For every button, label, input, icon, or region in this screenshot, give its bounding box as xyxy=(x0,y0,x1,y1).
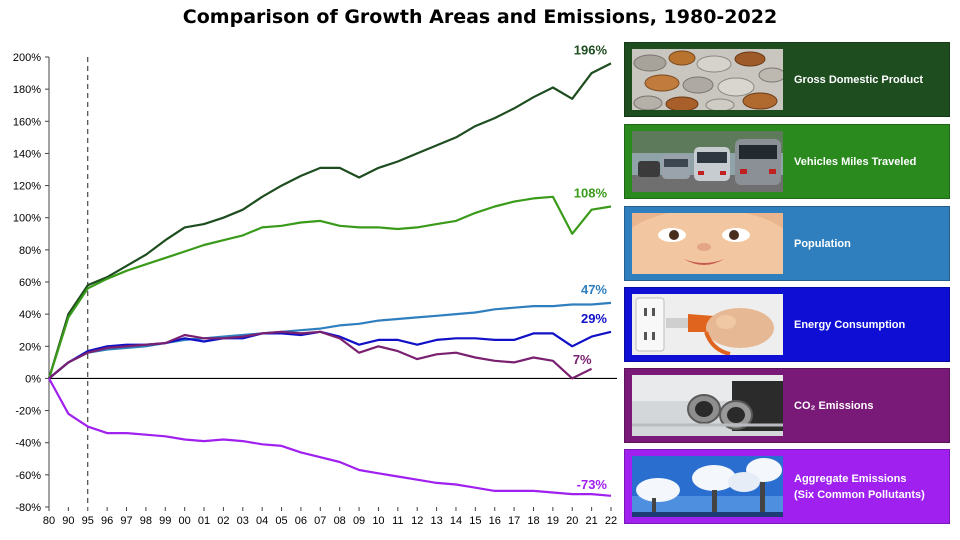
x-tick-label: 98 xyxy=(140,515,152,527)
series-end-label: 196% xyxy=(574,42,608,57)
legend-label-line: Aggregate Emissions xyxy=(794,472,907,485)
x-tick-label: 00 xyxy=(179,515,191,527)
y-tick-label: -80% xyxy=(15,502,41,514)
legend-label-line: CO₂ Emissions xyxy=(794,399,874,412)
legend-label-line: Energy Consumption xyxy=(794,318,906,331)
x-tick-label: 10 xyxy=(372,515,384,527)
x-tick-label: 96 xyxy=(101,515,113,527)
legend-item: CO₂ Emissions xyxy=(624,368,950,443)
legend-label: Aggregate Emissions (Six Common Pollutant… xyxy=(794,450,945,523)
legend-label-line: Gross Domestic Product xyxy=(794,73,923,86)
y-tick-label: 0% xyxy=(25,373,41,385)
x-tick-label: 97 xyxy=(120,515,132,527)
series-end-label: -73% xyxy=(577,477,608,492)
legend-label: Energy Consumption xyxy=(794,288,945,361)
y-tick-label: 60% xyxy=(19,277,41,289)
x-tick-label: 01 xyxy=(198,515,210,527)
y-tick-label: 80% xyxy=(19,245,41,257)
x-tick-label: 21 xyxy=(585,515,597,527)
series-line xyxy=(47,195,612,379)
x-tick-label: 04 xyxy=(256,515,268,527)
y-tick-label: 100% xyxy=(13,213,41,225)
x-tick-label: 08 xyxy=(334,515,346,527)
legend-label: Population xyxy=(794,207,945,280)
plug-photo-icon xyxy=(632,294,783,355)
x-tick-label: 07 xyxy=(314,515,326,527)
legend-item: Vehicles Miles Traveled xyxy=(624,124,950,199)
series-line xyxy=(48,301,612,380)
x-tick-label: 90 xyxy=(62,515,74,527)
x-tick-label: 14 xyxy=(450,515,462,527)
x-tick-label: 22 xyxy=(605,515,617,527)
y-tick-label: 20% xyxy=(19,341,41,353)
x-tick-label: 05 xyxy=(275,515,287,527)
series-end-label: 108% xyxy=(574,185,608,200)
traffic-photo-icon xyxy=(632,131,783,192)
series-end-label: 29% xyxy=(581,311,607,326)
y-tick-label: -40% xyxy=(15,438,41,450)
legend-item: Aggregate Emissions (Six Common Pollutant… xyxy=(624,449,950,524)
legend-label: Gross Domestic Product xyxy=(794,43,945,116)
x-tick-label: 02 xyxy=(217,515,229,527)
legend-label: CO₂ Emissions xyxy=(794,369,945,442)
x-tick-label: 11 xyxy=(392,515,403,527)
baby-photo-icon xyxy=(632,213,783,274)
chart-title: Comparison of Growth Areas and Emissions… xyxy=(182,6,778,28)
x-tick-label: 99 xyxy=(159,515,171,527)
x-tick-label: 80 xyxy=(43,515,55,527)
x-tick-label: 15 xyxy=(469,515,481,527)
exhaust-photo-icon xyxy=(632,375,783,436)
x-tick-label: 17 xyxy=(508,515,520,527)
x-tick-label: 09 xyxy=(353,515,365,527)
y-tick-label: 160% xyxy=(13,116,41,128)
series-line xyxy=(48,330,612,380)
legend-item: Population xyxy=(624,206,950,281)
y-tick-label: 180% xyxy=(13,84,41,96)
series-end-label: 7% xyxy=(573,352,592,367)
x-tick-label: 13 xyxy=(430,515,442,527)
line-chart: 200% 180% 160% 140% 120% 100% 80% 60% 40% 20% 0% -2… xyxy=(13,42,617,527)
x-tick-label: 16 xyxy=(489,515,501,527)
legend-label-line: (Six Common Pollutants) xyxy=(794,488,925,501)
x-tick-label: 19 xyxy=(547,515,559,527)
legend-label-line: Population xyxy=(794,237,851,250)
x-tick-label: 06 xyxy=(295,515,307,527)
coins-photo-icon xyxy=(632,49,783,110)
y-tick-label: -20% xyxy=(15,406,41,418)
series-line xyxy=(48,377,612,497)
y-tick-label: 120% xyxy=(13,181,41,193)
series-line xyxy=(47,62,612,379)
x-tick-label: 12 xyxy=(411,515,423,527)
x-tick-label: 95 xyxy=(82,515,94,527)
x-tick-label: 03 xyxy=(237,515,249,527)
series-line xyxy=(48,330,593,380)
x-tick-label: 18 xyxy=(527,515,539,527)
y-tick-label: -60% xyxy=(15,470,41,482)
legend-label: Vehicles Miles Traveled xyxy=(794,125,945,198)
y-tick-label: 140% xyxy=(13,148,41,160)
legend-item: Energy Consumption xyxy=(624,287,950,362)
x-tick-label: 20 xyxy=(566,515,578,527)
series-end-label: 47% xyxy=(581,282,607,297)
smokestack-photo-icon xyxy=(632,456,783,517)
y-tick-label: 200% xyxy=(13,52,41,64)
legend-item: Gross Domestic Product xyxy=(624,42,950,117)
legend-label-line: Vehicles Miles Traveled xyxy=(794,155,917,168)
y-tick-label: 40% xyxy=(19,309,41,321)
